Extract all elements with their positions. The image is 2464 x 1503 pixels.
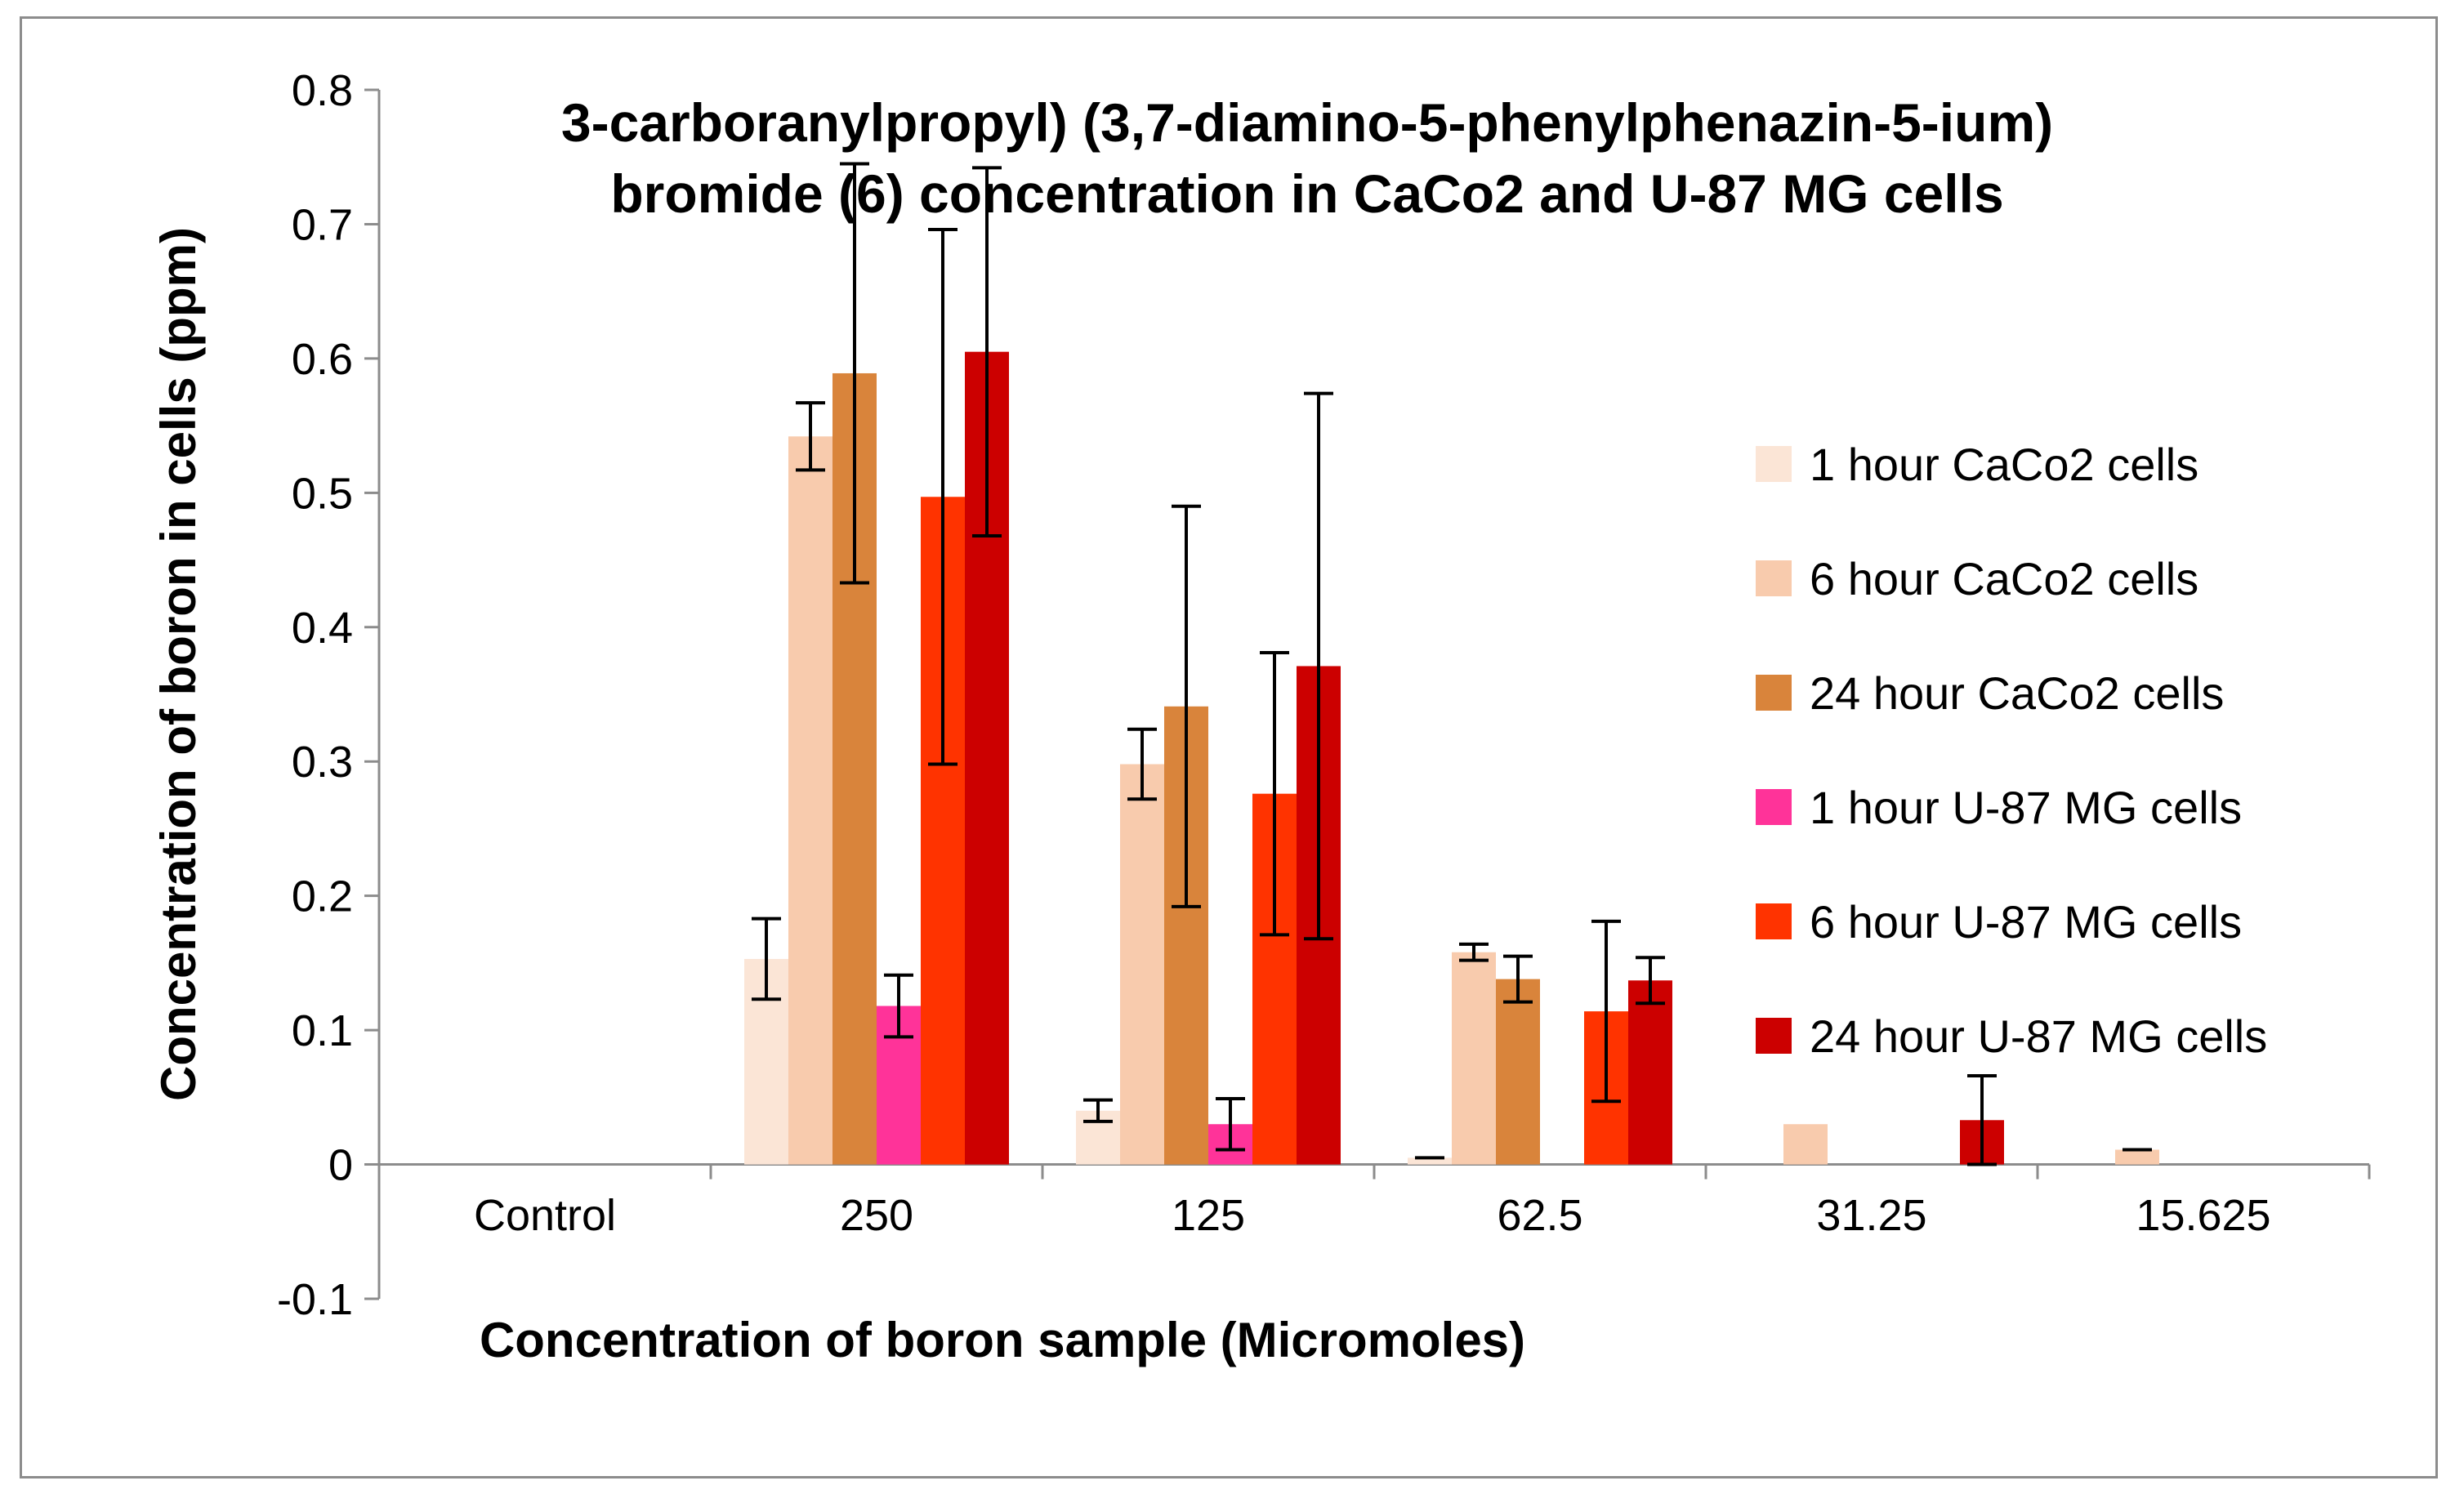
legend-swatch [1756,903,1792,939]
y-tick-label: 0.6 [292,335,353,384]
x-tick-label: 125 [1172,1191,1245,1240]
chart-frame: -0.1 0 0.1 0.2 0.3 0.4 0.5 0.6 0.7 0.8 Control 250… [20,16,2438,1478]
bar [1120,764,1164,1165]
bar-chart: -0.1 0 0.1 0.2 0.3 0.4 0.5 0.6 0.7 0.8 Control 250… [151,66,2371,1367]
legend-swatch [1756,675,1792,711]
legend-label: 1 hour CaCo2 cells [1810,439,2198,490]
y-tick-label: 0.4 [292,604,353,653]
legend-swatch [1756,789,1792,825]
y-tick-label: 0.7 [292,200,353,249]
error-bars [752,162,2152,1166]
y-tick-label: 0.2 [292,872,353,921]
legend-label: 6 hour U-87 MG cells [1810,896,2242,948]
x-tick-label: 62.5 [1497,1191,1582,1240]
legend-swatch [1756,446,1792,482]
x-tick-label: Control [474,1191,616,1240]
y-tick-label: 0.5 [292,469,353,518]
x-tick-label: 15.625 [2136,1191,2270,1240]
y-axis-ticks: -0.1 0 0.1 0.2 0.3 0.4 0.5 0.6 0.7 0.8 [277,66,379,1324]
y-tick-label: 0.3 [292,738,353,787]
x-axis-title: Concentration of boron sample (Micromole… [480,1313,1525,1367]
legend-swatch [1756,1018,1792,1054]
y-tick-label: 0.8 [292,66,353,115]
legend-label: 24 hour U-87 MG cells [1810,1010,2267,1062]
y-tick-label: 0 [328,1141,353,1190]
legend: 1 hour CaCo2 cells 6 hour CaCo2 cells 24 h… [1756,439,2267,1062]
y-tick-label: -0.1 [277,1275,353,1324]
chart-title-line: 3-carboranylpropyl) (3,7-diamino-5-pheny… [561,92,2053,153]
y-tick-label: 0.1 [292,1006,353,1055]
bar [1452,952,1496,1165]
axes [377,90,2371,1299]
bar [788,436,832,1165]
x-tick-label: 250 [840,1191,913,1240]
bar [2115,1149,2159,1165]
bar [1783,1124,1828,1165]
legend-label: 1 hour U-87 MG cells [1810,782,2242,833]
legend-label: 24 hour CaCo2 cells [1810,667,2224,719]
y-axis-title: Concentration of boron in cells (ppm) [151,227,206,1101]
chart-title-group: 3-carboranylpropyl) (3,7-diamino-5-pheny… [561,92,2053,224]
x-tick-labels: Control 250 125 62.5 31.25 15.625 [474,1191,2271,1240]
x-tick-label: 31.25 [1816,1191,1926,1240]
legend-label: 6 hour CaCo2 cells [1810,553,2198,604]
chart-title-line: bromide (6) concentration in CaCo2 and U… [610,163,2003,224]
bar [1628,980,1672,1165]
bar [1496,979,1540,1165]
bar [1408,1157,1452,1165]
legend-swatch [1756,560,1792,596]
